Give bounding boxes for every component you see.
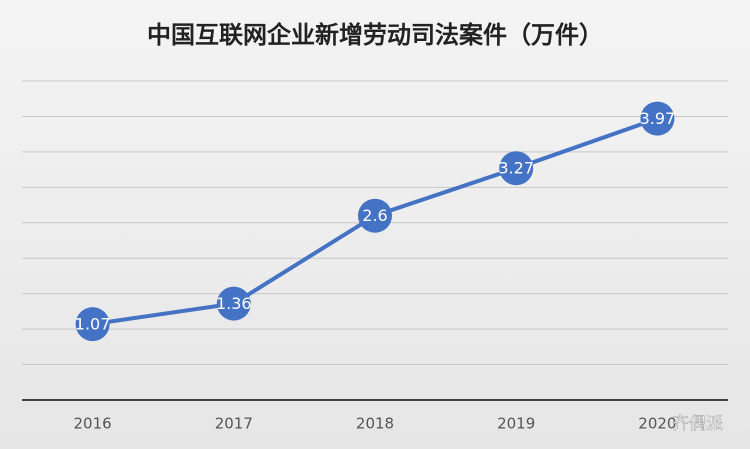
data-label: 2.6 xyxy=(362,206,387,225)
chart-title: 中国互联网企业新增劳动司法案件（万件） xyxy=(147,21,603,49)
point xyxy=(216,286,251,321)
x-tick-label: 2020 xyxy=(638,415,676,433)
point xyxy=(358,198,392,233)
x-tick-label: 2018 xyxy=(356,415,394,433)
x-tick-label: 2016 xyxy=(74,415,112,433)
data-label: 1.36 xyxy=(216,294,252,313)
watermark: 齐偶派 xyxy=(672,414,723,434)
point xyxy=(75,307,110,342)
point xyxy=(499,151,534,186)
x-tick-label: 2019 xyxy=(497,415,535,433)
data-label: 3.27 xyxy=(498,159,534,178)
data-label: 1.07 xyxy=(75,315,111,334)
data-label: 3.97 xyxy=(640,109,676,128)
x-tick-label: 2017 xyxy=(215,415,253,433)
point xyxy=(640,101,675,136)
